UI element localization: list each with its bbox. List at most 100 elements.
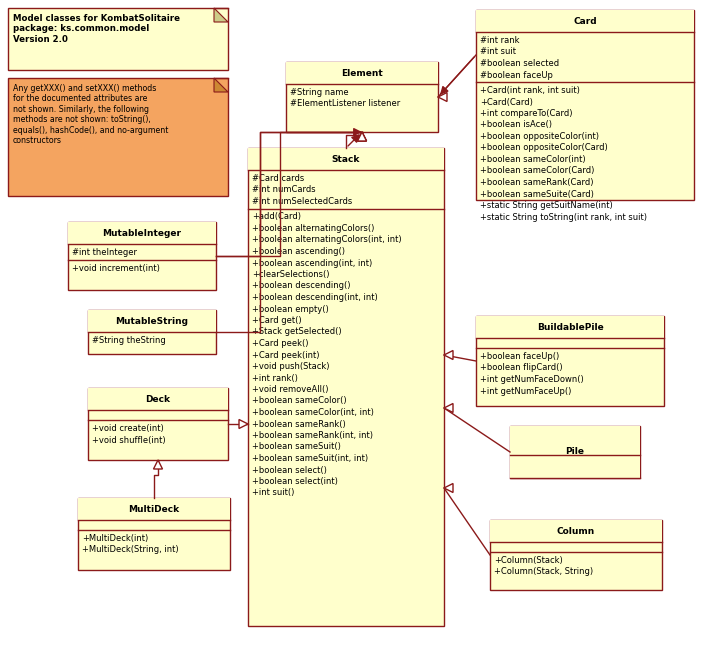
Text: +boolean sameSuite(Card): +boolean sameSuite(Card) [480, 189, 594, 198]
Bar [248, 148, 444, 170]
Text: +boolean oppositeColor(Card): +boolean oppositeColor(Card) [480, 143, 608, 152]
Text: #int suit: #int suit [480, 47, 516, 56]
Text: +boolean alternatingColors(int, int): +boolean alternatingColors(int, int) [252, 235, 401, 244]
Text: +MultiDeck(String, int): +MultiDeck(String, int) [82, 546, 179, 555]
Text: MultiDeck: MultiDeck [129, 505, 179, 513]
Text: +boolean sameRank(Card): +boolean sameRank(Card) [480, 178, 593, 187]
Bar [88, 310, 216, 332]
Text: +boolean flipCard(): +boolean flipCard() [480, 364, 562, 373]
Text: +int getNumFaceDown(): +int getNumFaceDown() [480, 375, 583, 384]
Bar [88, 310, 216, 354]
Bar [88, 388, 228, 460]
Text: +boolean descending(): +boolean descending() [252, 281, 351, 290]
Bar [286, 62, 438, 84]
Bar [476, 316, 664, 406]
Text: Column: Column [557, 526, 595, 535]
Polygon shape [444, 483, 453, 492]
Text: +void create(int): +void create(int) [92, 424, 164, 433]
Text: +boolean sameColor(): +boolean sameColor() [252, 397, 347, 406]
Text: +boolean sameColor(Card): +boolean sameColor(Card) [480, 167, 594, 176]
Polygon shape [438, 93, 447, 102]
Bar [8, 8, 228, 70]
Bar [476, 316, 664, 338]
Bar [476, 10, 694, 200]
Text: Deck: Deck [146, 395, 171, 404]
Bar [510, 426, 640, 478]
Bar [68, 222, 216, 244]
Bar [476, 10, 694, 32]
Text: +int rank(): +int rank() [252, 373, 298, 382]
Bar [510, 426, 640, 478]
Text: +Card(int rank, int suit): +Card(int rank, int suit) [480, 86, 580, 95]
Text: +boolean alternatingColors(): +boolean alternatingColors() [252, 224, 375, 233]
Text: MutableString: MutableString [115, 316, 188, 325]
Text: Stack: Stack [332, 154, 360, 163]
Text: Element: Element [341, 69, 383, 78]
Text: +void shuffle(int): +void shuffle(int) [92, 435, 166, 445]
Text: +boolean descending(int, int): +boolean descending(int, int) [252, 293, 378, 302]
Bar [490, 520, 662, 542]
Text: +Card(Card): +Card(Card) [480, 97, 533, 106]
Text: +boolean sameRank(int, int): +boolean sameRank(int, int) [252, 431, 373, 440]
Text: +clearSelections(): +clearSelections() [252, 270, 330, 279]
Text: #boolean selected: #boolean selected [480, 59, 559, 68]
Text: +Card peek(int): +Card peek(int) [252, 351, 319, 360]
Text: +boolean select(): +boolean select() [252, 465, 327, 474]
Polygon shape [153, 460, 162, 469]
Bar [78, 498, 230, 520]
Text: Model classes for KombatSolitaire
package: ks.common.model
Version 2.0: Model classes for KombatSolitaire packag… [13, 14, 180, 44]
Bar [248, 148, 444, 626]
Text: +Card get(): +Card get() [252, 316, 302, 325]
Text: #String theString: #String theString [92, 336, 166, 345]
Text: +boolean isAce(): +boolean isAce() [480, 121, 552, 130]
Text: +Stack getSelected(): +Stack getSelected() [252, 327, 342, 336]
Text: +Column(Stack, String): +Column(Stack, String) [494, 568, 593, 577]
Bar [490, 520, 662, 590]
Text: Card: Card [573, 16, 597, 25]
Text: +MultiDeck(int): +MultiDeck(int) [82, 534, 148, 543]
Text: +boolean ascending(): +boolean ascending() [252, 247, 345, 256]
Text: Any getXXX() and setXXX() methods
for the documented attributes are
not shown. S: Any getXXX() and setXXX() methods for th… [13, 84, 169, 145]
Polygon shape [214, 78, 228, 92]
Text: +boolean oppositeColor(int): +boolean oppositeColor(int) [480, 132, 599, 141]
Text: +static String getSuitName(int): +static String getSuitName(int) [480, 201, 613, 210]
Bar [78, 498, 230, 570]
Text: MutableInteger: MutableInteger [103, 229, 181, 238]
Text: BuildablePile: BuildablePile [536, 323, 603, 332]
Text: #int rank: #int rank [480, 36, 520, 45]
Bar [88, 388, 228, 410]
Text: +boolean select(int): +boolean select(int) [252, 477, 338, 486]
Text: #String name: #String name [290, 88, 349, 97]
Text: +boolean sameColor(int, int): +boolean sameColor(int, int) [252, 408, 374, 417]
Polygon shape [444, 351, 453, 360]
Text: +boolean sameRank(): +boolean sameRank() [252, 419, 346, 428]
Polygon shape [358, 132, 366, 141]
Polygon shape [358, 132, 366, 141]
Polygon shape [358, 132, 366, 141]
Text: +int getNumFaceUp(): +int getNumFaceUp() [480, 386, 572, 395]
Text: +static String toString(int rank, int suit): +static String toString(int rank, int su… [480, 213, 647, 222]
Text: +Column(Stack): +Column(Stack) [494, 556, 562, 565]
Bar [8, 78, 228, 196]
Text: +void increment(int): +void increment(int) [72, 264, 160, 273]
Text: #int numSelectedCards: #int numSelectedCards [252, 197, 352, 206]
Text: #int theInteger: #int theInteger [72, 248, 137, 257]
Text: +void push(Stack): +void push(Stack) [252, 362, 330, 371]
Text: +boolean faceUp(): +boolean faceUp() [480, 352, 560, 361]
Text: +boolean ascending(int, int): +boolean ascending(int, int) [252, 259, 373, 268]
Bar [286, 62, 438, 132]
Text: +add(Card): +add(Card) [252, 213, 301, 222]
Polygon shape [444, 404, 453, 413]
Text: Pile: Pile [565, 448, 584, 456]
Text: +boolean sameSuit(): +boolean sameSuit() [252, 443, 341, 452]
Text: +int suit(): +int suit() [252, 489, 295, 498]
Text: +int compareTo(Card): +int compareTo(Card) [480, 109, 572, 118]
Text: #ElementListener listener: #ElementListener listener [290, 100, 400, 108]
Polygon shape [239, 419, 248, 428]
Text: +Card peek(): +Card peek() [252, 339, 309, 348]
Text: #int numCards: #int numCards [252, 185, 316, 194]
Text: +boolean empty(): +boolean empty() [252, 305, 329, 314]
Polygon shape [214, 8, 228, 22]
Text: +boolean sameColor(int): +boolean sameColor(int) [480, 155, 586, 164]
Text: +void removeAll(): +void removeAll() [252, 385, 328, 394]
